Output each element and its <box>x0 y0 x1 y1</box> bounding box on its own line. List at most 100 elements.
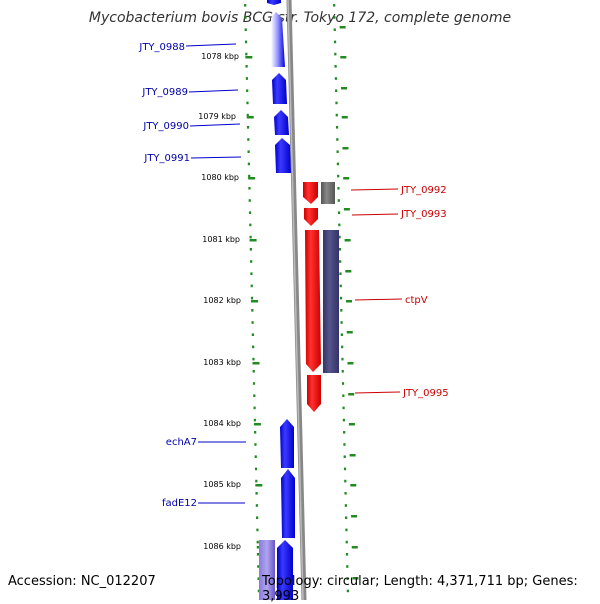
track-tick <box>347 362 354 365</box>
feature-block-slate[interactable] <box>323 230 339 373</box>
gene-arrow-jty0988[interactable] <box>271 12 285 67</box>
track-tick <box>343 431 346 434</box>
gene-label-jty0991[interactable]: JTY_0991 <box>143 153 190 164</box>
map-title: Mycobacterium bovis BCG str. Tokyo 172, … <box>88 10 512 26</box>
track-tick <box>334 52 337 56</box>
gene-arrow-ctpv[interactable] <box>305 230 321 372</box>
track-tick <box>340 309 343 312</box>
track-tick <box>252 370 255 373</box>
track-tick <box>337 199 340 202</box>
track-tick <box>333 4 336 7</box>
track-tick <box>336 138 339 141</box>
track-tick <box>247 138 250 141</box>
gene-arrow-jty0991[interactable] <box>275 138 291 173</box>
gene-label-jty0992[interactable]: JTY_0992 <box>400 185 447 196</box>
feature-block-gray[interactable] <box>321 182 335 204</box>
gene-label-jty0990[interactable]: JTY_0990 <box>142 121 189 132</box>
gene-label-ctpv[interactable]: ctpV <box>405 295 428 306</box>
gene-label-jty0988[interactable]: JTY_0988 <box>138 42 185 53</box>
gene-label-echa7[interactable]: echA7 <box>166 437 197 448</box>
gene-arrow-bottom[interactable] <box>277 540 293 600</box>
track-tick <box>251 300 259 303</box>
track-tick <box>249 239 257 242</box>
track-tick <box>348 423 355 426</box>
track-tick <box>246 126 250 129</box>
track-tick <box>341 370 344 373</box>
track-tick <box>346 565 349 568</box>
track-tick <box>342 406 345 410</box>
gene-arrow-jty0989[interactable] <box>272 73 287 104</box>
accession-label: Accession: NC_012207 <box>8 574 156 589</box>
track-tick <box>338 235 341 239</box>
track-tick <box>257 565 260 568</box>
gene-label-fade12[interactable]: fadE12 <box>162 498 197 509</box>
gene-arrow-jty0995[interactable] <box>307 375 321 412</box>
track-tick <box>244 4 247 7</box>
track-tick <box>253 394 256 397</box>
track-tick <box>256 540 259 544</box>
track-tick <box>248 211 252 214</box>
gene-arrow-fade12[interactable] <box>281 469 295 538</box>
track-tick <box>246 113 249 117</box>
gene-arrow-jty0990[interactable] <box>274 110 289 135</box>
gene-arrow-echa7[interactable] <box>280 419 294 468</box>
track-tick <box>349 454 356 457</box>
track-tick <box>343 208 350 211</box>
track-tick <box>337 187 340 190</box>
track-tick <box>248 187 251 190</box>
track-tick <box>253 406 256 410</box>
feature-block-bottom[interactable] <box>259 540 275 600</box>
gene-label-jty0989[interactable]: JTY_0989 <box>141 87 188 98</box>
track-tick <box>250 272 253 275</box>
track-tick <box>333 28 336 31</box>
track-tick <box>255 504 258 507</box>
track-tick <box>246 89 249 92</box>
track-tick <box>244 40 248 44</box>
track-tick <box>252 345 255 349</box>
track-tick <box>333 16 336 19</box>
track-tick <box>244 28 247 31</box>
track-tick <box>335 113 338 117</box>
track-tick <box>256 553 260 556</box>
track-tick <box>343 443 346 446</box>
track-tick <box>344 239 351 242</box>
gene-label-leaders <box>185 43 403 504</box>
position-label: 1079 kbp <box>198 112 236 121</box>
track-tick <box>253 418 256 422</box>
gene-label-jty0995[interactable]: JTY_0995 <box>402 388 449 399</box>
gene-arrow-jty0993[interactable] <box>304 208 318 226</box>
gene-arrow-top-partial[interactable] <box>267 0 281 5</box>
position-label: 1086 kbp <box>203 542 241 551</box>
gene-label-jty0993[interactable]: JTY_0993 <box>400 209 447 220</box>
track-tick <box>339 284 342 288</box>
track-tick <box>342 394 345 397</box>
track-tick <box>256 516 259 519</box>
track-tick <box>338 223 341 227</box>
track-tick <box>342 418 345 422</box>
track-tick <box>257 589 260 593</box>
gene-arrow-jty0992[interactable] <box>303 182 318 204</box>
track-tick <box>345 540 348 544</box>
track-tick <box>340 56 347 59</box>
track-tick <box>346 577 349 580</box>
track-tick <box>250 260 253 263</box>
track-tick <box>334 65 337 68</box>
track-tick <box>255 479 258 483</box>
track-tick <box>338 248 341 251</box>
track-tick <box>248 174 251 178</box>
track-tick <box>252 357 255 361</box>
track-tick <box>254 431 257 434</box>
track-tick <box>247 150 250 153</box>
genome-backbone <box>286 0 307 600</box>
track-tick <box>249 235 252 239</box>
right-tick-track <box>333 4 349 593</box>
track-tick <box>351 515 358 518</box>
track-tick <box>254 455 257 458</box>
track-tick <box>336 162 339 166</box>
track-tick <box>343 467 347 471</box>
track-tick <box>247 162 250 166</box>
track-tick <box>339 272 342 275</box>
track-tick <box>337 174 340 178</box>
position-label: 1078 kbp <box>201 52 239 61</box>
track-tick <box>348 393 355 396</box>
